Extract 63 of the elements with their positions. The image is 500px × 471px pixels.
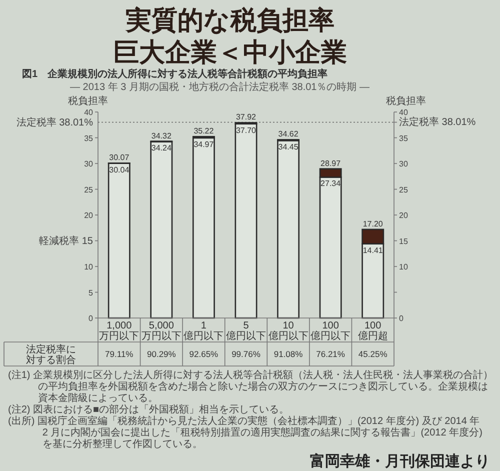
total-label: 17.20	[362, 219, 384, 228]
x-tick-label: 100 億円超	[358, 320, 388, 342]
y2-tick-label: 35	[399, 134, 408, 143]
y2-tick-label: 25	[399, 185, 408, 194]
y2-tick-label: 法定税率 38.01%	[399, 116, 476, 128]
text: 90.29%	[147, 349, 176, 359]
y-tick-label: 5	[88, 288, 94, 298]
bar	[277, 140, 300, 319]
data-label: 34.24	[151, 144, 172, 153]
caption: 図1 企業規模別の法人所得に対する法人税等合計税額の平均負担率	[22, 68, 328, 80]
y-tick-label: 10	[84, 262, 94, 272]
text: 富岡幸雄・月刊保団連より	[310, 452, 490, 470]
y2-tick-label: 30	[399, 160, 408, 168]
data-label: 27.34	[320, 179, 342, 188]
y-tick-label: 20	[84, 211, 94, 220]
x-tick-label: 1,000 万円以下	[99, 320, 140, 342]
total-label: 37.92	[236, 112, 257, 122]
y-tick-label: 30	[84, 160, 94, 168]
total-label: 34.32	[151, 131, 172, 140]
x-tick-label: 1 億円以下	[184, 320, 224, 342]
total-label: 35.22	[194, 126, 214, 136]
data-label: 37.70	[236, 126, 257, 135]
x-tick-label: 5,000 万円以下	[141, 320, 182, 342]
bar	[150, 141, 173, 319]
x-tick-label: 10 億円以下	[268, 320, 308, 342]
text: (出所) 国税庁企画室編「税務統計から見た法人企業の実態（会社標本調査）」(2012 年度分) 及び 2014 年 2 月に内閣が国会に提出した「租税特別措置の適用実態調査の結果に関する報告書」(2012 年度分) を基に分析整理して作図している。	[8, 415, 482, 450]
text: 79.11%	[105, 349, 134, 359]
x-tick-label: 5 億円以下	[226, 320, 266, 342]
y-tick-label: 35	[84, 134, 94, 143]
data-label: 34.45	[278, 142, 299, 152]
total-label: 28.97	[320, 158, 342, 168]
y-tick-label: 25	[84, 185, 94, 194]
x-tick-label: 100 億円以下	[310, 320, 351, 342]
y-tick-label: 軽減税率 15	[39, 234, 94, 247]
text: 91.08%	[274, 349, 304, 359]
bar	[192, 137, 215, 319]
text: 99.76%	[232, 349, 261, 359]
text: 76.21%	[316, 349, 346, 359]
chart-title: 実質的な税負担率	[124, 6, 334, 36]
data-label: 34.97	[194, 140, 214, 149]
total-label: 34.62	[278, 130, 299, 139]
y2-tick-label: 0	[399, 314, 404, 323]
bar	[108, 162, 130, 319]
y2-tick-label: 20	[399, 211, 408, 220]
bar	[234, 123, 258, 319]
text: 92.65%	[189, 349, 219, 359]
total-label: 30.07	[109, 153, 130, 162]
y2-tick-label: 15	[399, 236, 408, 246]
text: (注1) 企業規模別に区分した法人所得に対する法人税等合計税額（法人税・法人住民税・法人事業税の合計）の平均負担率を外国税額を含めた場合と除いた場合の双方のケースにつき図示している。企業規模は資本金階級によっている。	[8, 369, 493, 404]
y2-axis-title: 税負担率	[386, 95, 426, 107]
text: ― 2013 年 3 月期の国税・地方税の合計法定税率 38.01％の時期 ―	[70, 81, 370, 93]
y-tick-label: 0	[88, 314, 94, 323]
text: 法定税率に対する割合	[26, 343, 76, 366]
chart-subtitle: 巨大企業＜中小企業	[113, 38, 347, 68]
text: 45.25%	[358, 349, 388, 359]
y-axis-title: 税負担率	[68, 95, 108, 107]
ref-line-label: 法定税率 38.01%	[16, 116, 94, 129]
data-label: 14.41	[362, 246, 384, 255]
y2-tick-label: 40	[399, 108, 408, 117]
data-label: 30.04	[109, 165, 130, 174]
text: (注2) 図表における■の部分は「外国税額」相当を示している。	[8, 404, 290, 416]
y2-tick-label: 10	[399, 262, 408, 272]
y-tick-label: 40	[84, 108, 94, 117]
